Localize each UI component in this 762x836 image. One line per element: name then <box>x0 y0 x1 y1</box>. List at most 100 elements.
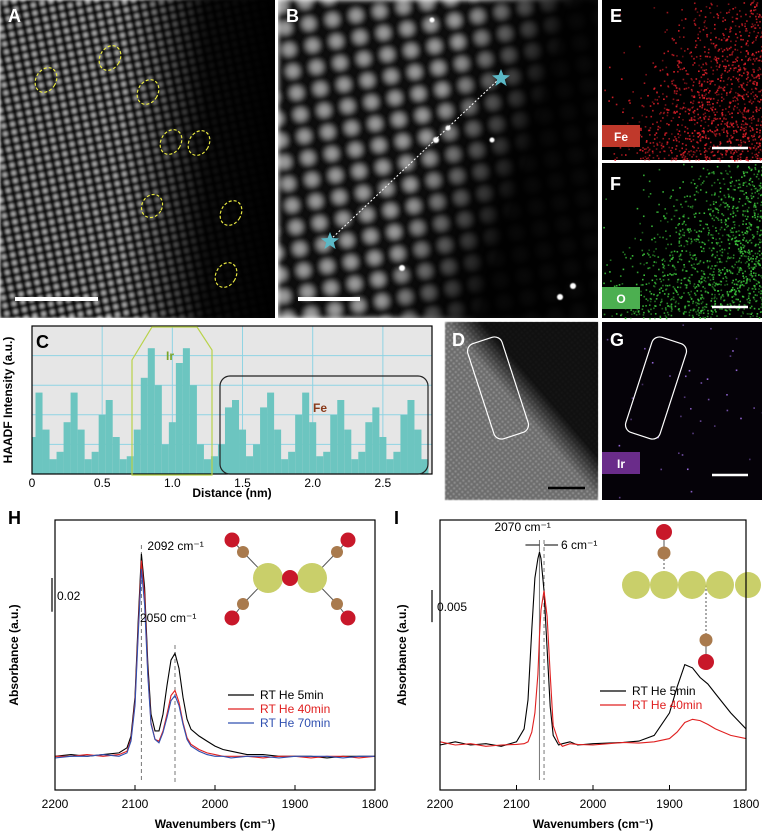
speckle <box>740 46 743 48</box>
speckle <box>752 40 755 43</box>
speckle <box>729 102 732 105</box>
speckle <box>707 91 710 94</box>
speckle <box>741 127 744 130</box>
speckle <box>722 17 725 19</box>
speckle <box>706 150 708 153</box>
speckle <box>737 80 740 83</box>
speckle <box>717 241 720 244</box>
speckle <box>678 217 681 220</box>
speckle <box>666 114 669 117</box>
speckle <box>715 264 718 267</box>
speckle <box>677 452 680 455</box>
panel-label: G <box>610 330 624 350</box>
speckle <box>670 251 673 254</box>
speckle <box>754 288 757 290</box>
speckle <box>648 249 650 252</box>
speckle <box>707 309 709 312</box>
speckle <box>745 181 747 184</box>
speckle <box>740 269 743 272</box>
speckle <box>653 293 655 296</box>
speckle <box>757 146 760 148</box>
speckle <box>726 130 728 132</box>
speckle <box>752 1 754 4</box>
speckle <box>670 149 672 152</box>
speckle <box>741 176 743 178</box>
speckle <box>745 123 747 125</box>
profile-bar <box>91 451 99 474</box>
speckle <box>680 415 682 418</box>
speckle <box>659 291 661 294</box>
profile-bar <box>63 422 71 474</box>
speckle <box>702 28 705 31</box>
speckle <box>671 147 674 149</box>
profile-bar <box>337 400 345 474</box>
speckle <box>732 210 734 213</box>
speckle <box>748 100 750 103</box>
speckle <box>668 284 671 287</box>
speckle <box>718 237 721 240</box>
speckle <box>695 44 698 46</box>
speckle <box>717 124 719 126</box>
speckle <box>714 265 716 267</box>
speckle <box>624 154 627 156</box>
speckle <box>631 397 634 399</box>
speckle <box>648 310 650 313</box>
speckle <box>740 141 743 144</box>
speckle <box>729 303 732 305</box>
speckle <box>747 257 750 260</box>
speckle <box>690 101 692 104</box>
speckle <box>752 101 755 103</box>
speckle <box>751 74 753 76</box>
speckle <box>745 93 748 96</box>
speckle <box>654 241 657 243</box>
speckle <box>742 210 745 213</box>
speckle <box>675 87 678 89</box>
speckle <box>721 254 723 257</box>
speckle <box>751 42 754 44</box>
profile-bar <box>239 429 247 474</box>
speckle <box>753 117 755 120</box>
speckle <box>745 239 748 242</box>
speckle <box>675 231 678 234</box>
speckle <box>692 308 695 311</box>
speckle <box>724 272 727 275</box>
speckle <box>745 110 748 113</box>
speckle <box>737 155 739 157</box>
speckle <box>727 217 730 220</box>
speckle <box>751 181 754 183</box>
speckle <box>704 71 707 74</box>
speckle <box>666 274 669 276</box>
speckle <box>742 170 745 173</box>
speckle <box>752 139 755 141</box>
speckle <box>755 106 758 109</box>
speckle <box>665 132 668 134</box>
speckle <box>636 207 639 210</box>
speckle <box>656 136 659 139</box>
speckle <box>663 267 666 270</box>
speckle <box>741 295 744 298</box>
speckle <box>728 126 731 128</box>
profile-bar <box>147 348 155 474</box>
speckle <box>694 24 697 26</box>
speckle <box>662 284 664 287</box>
speckle <box>714 309 716 311</box>
speckle <box>701 182 704 184</box>
speckle <box>715 59 717 61</box>
speckle <box>648 148 651 151</box>
speckle <box>676 60 679 62</box>
speckle <box>692 151 695 153</box>
speckle <box>678 141 680 143</box>
speckle <box>738 198 741 200</box>
speckle <box>753 9 755 12</box>
speckle <box>715 133 718 135</box>
speckle <box>671 151 673 154</box>
speckle <box>665 238 668 240</box>
speckle <box>675 85 677 87</box>
speckle <box>745 255 747 258</box>
speckle <box>682 36 685 38</box>
speckle <box>754 166 756 169</box>
speckle <box>744 210 746 212</box>
speckle <box>660 280 663 283</box>
speckle <box>664 134 666 136</box>
speckle <box>730 150 732 153</box>
